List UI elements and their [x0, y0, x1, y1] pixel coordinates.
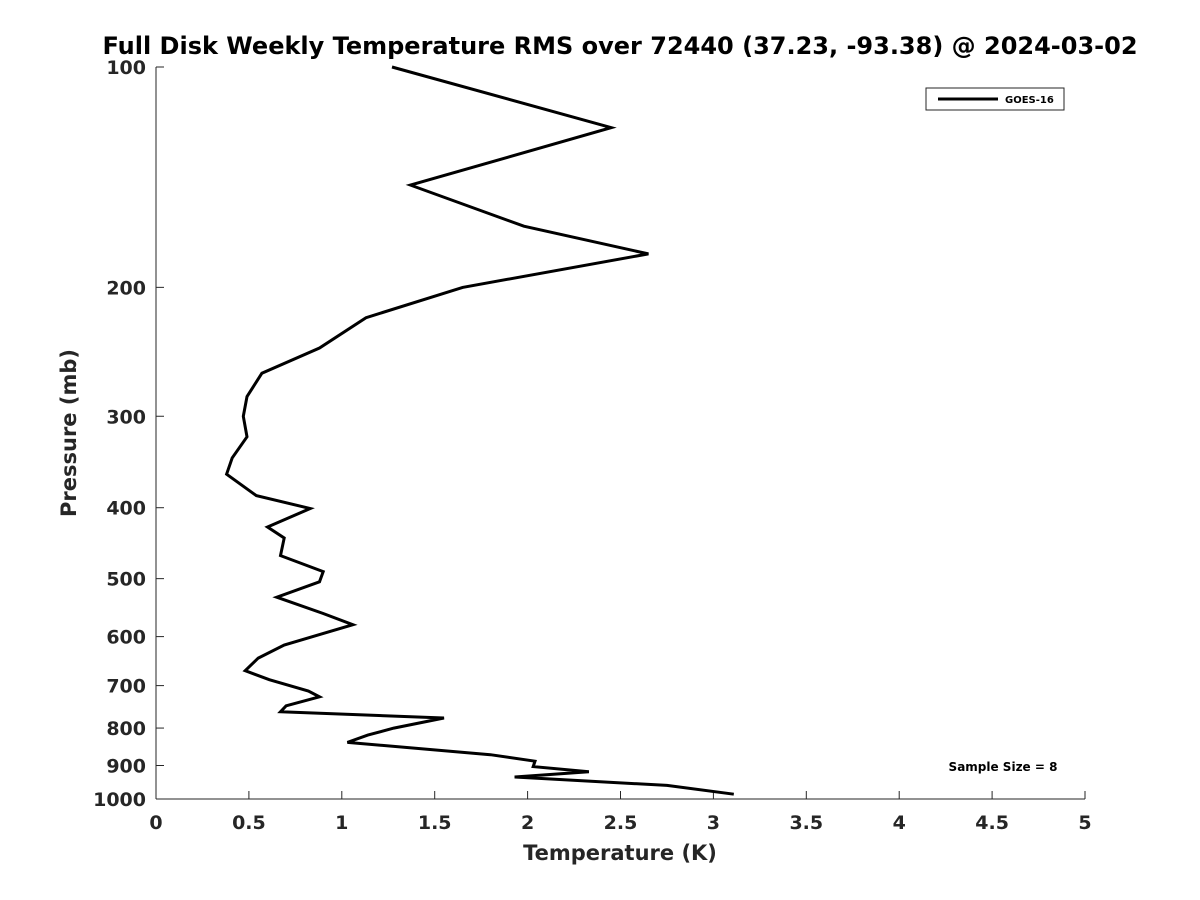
x-tick-label: 2.5	[604, 812, 638, 834]
x-tick-label: 5	[1078, 812, 1091, 834]
series-line-goes-16	[224, 65, 734, 796]
y-tick-label: 1000	[93, 789, 146, 811]
y-tick-label: 200	[106, 277, 146, 299]
chart-title: Full Disk Weekly Temperature RMS over 72…	[102, 32, 1137, 60]
legend-label-goes-16: GOES-16	[1005, 95, 1054, 106]
y-axis-ticks: 100 200 300 400 500 600 700 800 900 1000	[93, 57, 164, 811]
x-tick-label: 4.5	[975, 812, 1009, 834]
x-tick-label: 0	[149, 812, 162, 834]
y-tick-label: 300	[106, 406, 146, 428]
series-layer	[224, 65, 734, 796]
legend: GOES-16	[925, 87, 1065, 111]
y-axis-title: Pressure (mb)	[57, 349, 81, 517]
y-tick-label: 100	[106, 57, 146, 79]
x-tick-label: 2	[521, 812, 534, 834]
x-tick-label: 1	[335, 812, 348, 834]
y-tick-label: 900	[106, 756, 146, 778]
x-tick-label: 3	[707, 812, 720, 834]
x-tick-label: 3.5	[789, 812, 823, 834]
x-axis-ticks: 0 0.5 1 1.5 2 2.5 3 3.5 4 4.5 5	[149, 791, 1092, 834]
x-axis-title: Temperature (K)	[523, 841, 717, 865]
y-tick-label: 600	[106, 627, 146, 649]
y-tick-label: 800	[106, 718, 146, 740]
plot-area: 0 0.5 1 1.5 2 2.5 3 3.5 4 4.5 5 100 200 300 400 500 600…	[93, 57, 1092, 834]
sample-size-annotation: Sample Size = 8	[949, 760, 1058, 774]
y-tick-label: 400	[106, 498, 146, 520]
x-tick-label: 0.5	[232, 812, 266, 834]
x-tick-label: 4	[893, 812, 906, 834]
y-tick-label: 700	[106, 676, 146, 698]
y-tick-label: 500	[106, 569, 146, 591]
x-tick-label: 1.5	[418, 812, 452, 834]
